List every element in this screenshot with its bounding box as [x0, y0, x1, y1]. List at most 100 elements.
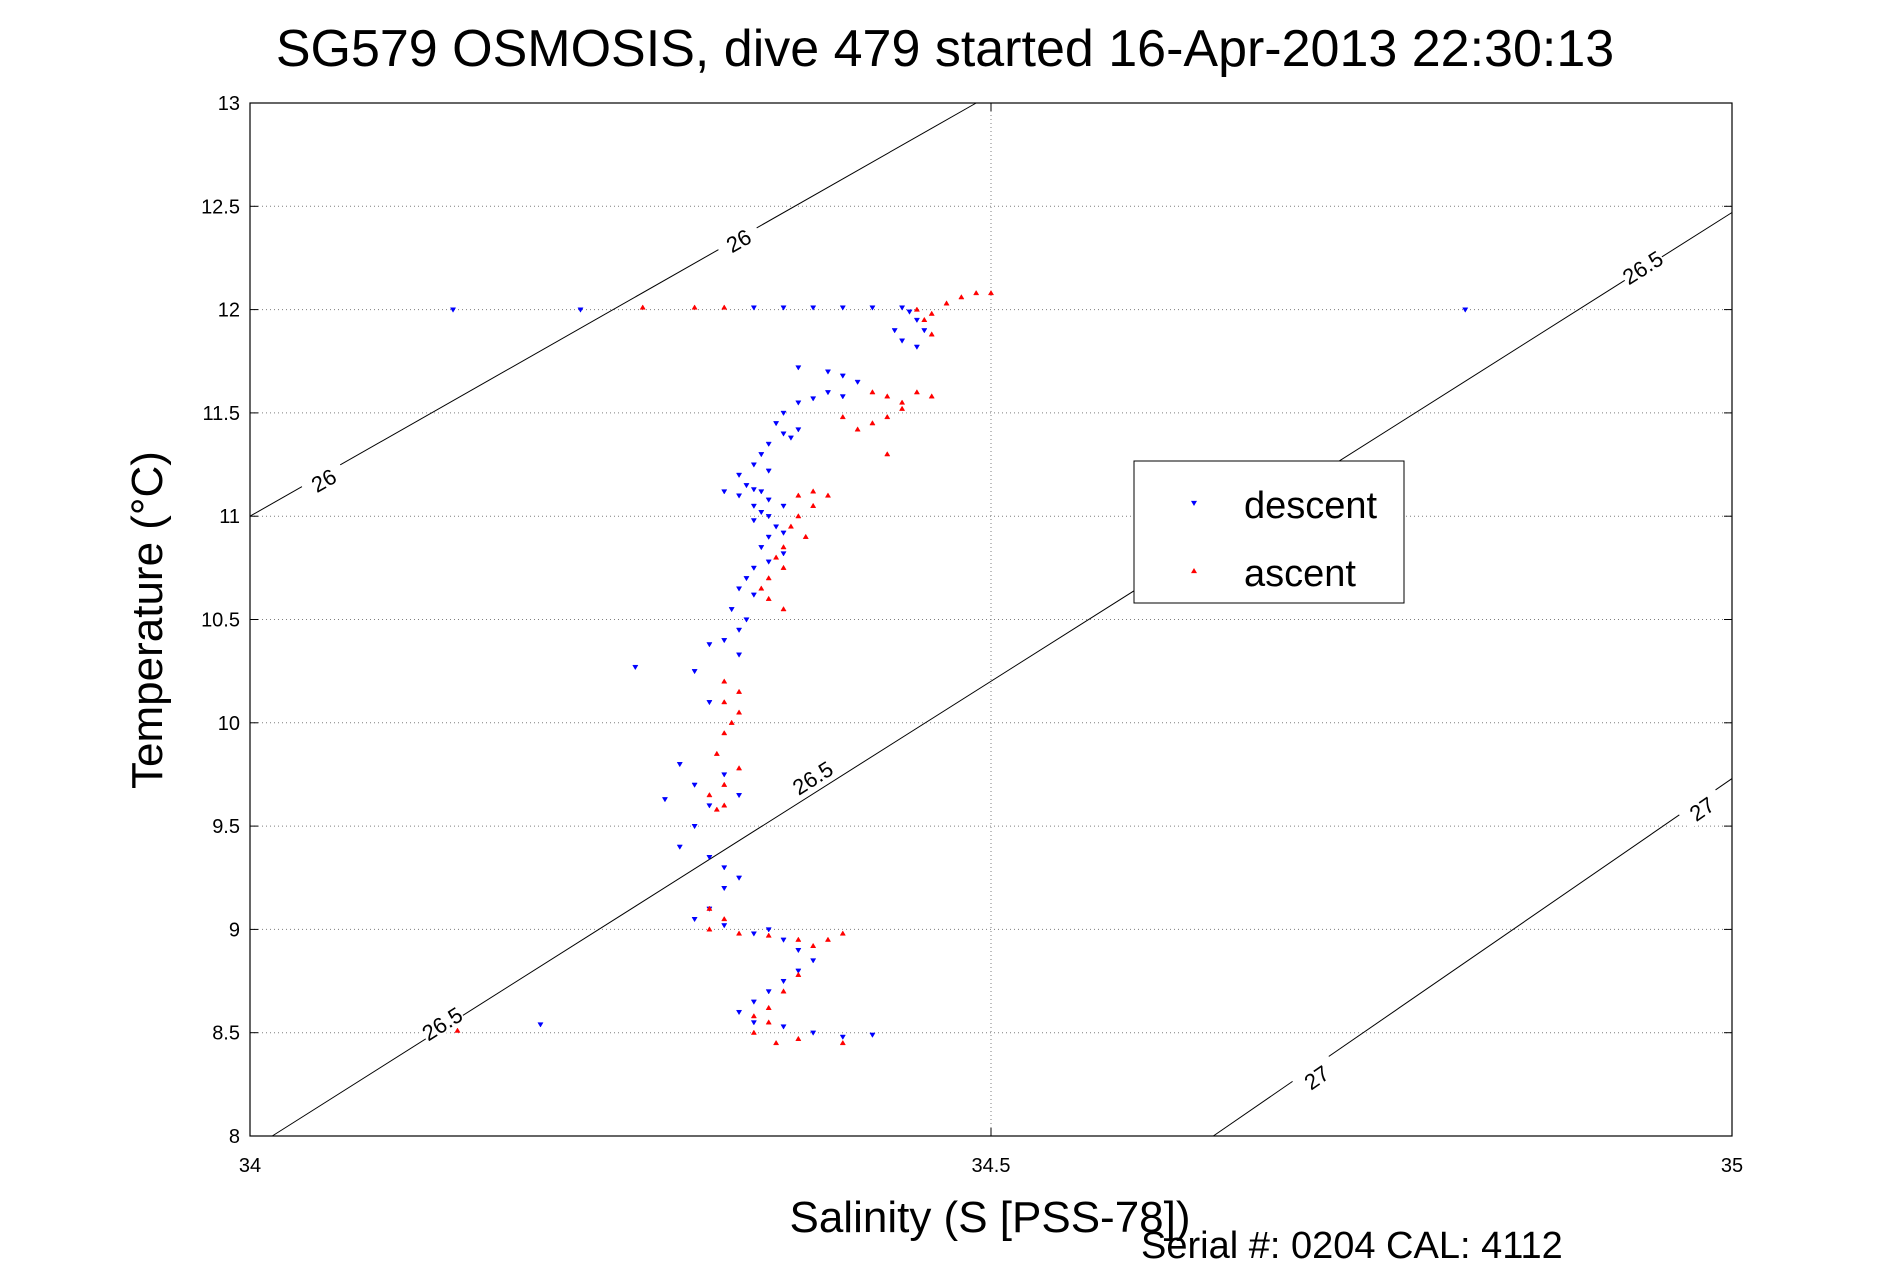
point-descent — [676, 844, 683, 850]
point-descent — [449, 307, 457, 313]
point-descent — [795, 365, 802, 371]
point-ascent — [706, 905, 713, 911]
point-ascent — [795, 971, 802, 977]
point-ascent — [884, 393, 891, 399]
point-ascent — [706, 792, 713, 798]
point-descent — [765, 514, 772, 520]
y-tick-label: 12 — [218, 300, 240, 322]
point-ascent — [987, 289, 995, 296]
point-descent — [773, 421, 780, 427]
point-descent — [736, 875, 743, 881]
point-descent — [691, 824, 698, 830]
point-ascent — [765, 575, 772, 581]
contour-label-bg — [1291, 1054, 1341, 1099]
point-ascent — [884, 451, 891, 457]
point-ascent — [765, 595, 772, 601]
point-descent — [736, 472, 743, 478]
y-tick-label: 10 — [218, 713, 240, 735]
point-ascent — [913, 389, 920, 395]
y-tick-label: 13 — [218, 93, 240, 115]
point-descent — [913, 344, 920, 350]
y-tick-label: 8 — [229, 1126, 240, 1148]
x-axis-label: Salinity (S [PSS-78]) — [789, 1193, 1190, 1242]
point-ascent — [824, 936, 832, 942]
point-descent — [750, 1020, 757, 1026]
point-descent — [906, 309, 913, 315]
point-descent — [736, 627, 743, 633]
point-ascent — [787, 523, 794, 529]
point-descent — [810, 396, 817, 402]
contour-label-group: 26 — [298, 458, 348, 500]
point-descent — [824, 390, 832, 396]
contour-line-26 — [249, 102, 977, 517]
point-ascent — [824, 492, 832, 498]
point-descent — [750, 518, 757, 524]
contour-label-bg — [298, 458, 348, 500]
point-descent — [743, 617, 750, 623]
point-descent — [721, 923, 728, 929]
point-descent — [743, 576, 750, 582]
point-ascent — [928, 393, 935, 399]
point-descent — [780, 503, 787, 509]
point-descent — [750, 503, 757, 509]
point-ascent — [869, 389, 876, 395]
point-ascent — [773, 1039, 780, 1046]
y-tick-label: 9.5 — [212, 816, 240, 838]
point-ascent — [795, 513, 802, 519]
point-descent — [839, 305, 846, 311]
point-descent — [661, 797, 668, 803]
point-ascent — [780, 988, 787, 994]
point-descent — [780, 431, 787, 437]
y-tick-label: 11.5 — [203, 403, 240, 425]
point-ascent — [728, 719, 735, 725]
point-descent — [750, 999, 757, 1005]
data-points — [449, 289, 1469, 1046]
point-descent — [706, 855, 713, 861]
contour-label-bg — [417, 1001, 467, 1044]
point-descent — [780, 937, 787, 943]
point-ascent — [795, 936, 802, 942]
point-ascent — [795, 1035, 802, 1041]
point-descent — [750, 487, 757, 493]
point-descent — [750, 592, 757, 598]
point-ascent — [810, 942, 817, 948]
x-ticks: 34 34.5 35 — [239, 103, 1743, 1177]
point-descent — [869, 1032, 876, 1038]
x-tick-label: 34.5 — [972, 1155, 1011, 1177]
point-descent — [1462, 307, 1469, 313]
point-descent — [921, 328, 928, 334]
contour-label: 26.5 — [1618, 246, 1668, 290]
chart-title: SG579 OSMOSIS, dive 479 started 16-Apr-2… — [276, 20, 1614, 78]
point-ascent — [706, 926, 713, 932]
point-ascent — [736, 930, 743, 936]
y-ticks: 8 8.5 9 9.5 10 10.5 11 11.5 12 12.5 13 — [201, 93, 1732, 1148]
point-ascent — [765, 1004, 772, 1010]
point-descent — [721, 772, 728, 778]
point-ascent — [713, 806, 720, 812]
contour-label-group: 27 — [1291, 1054, 1341, 1099]
point-descent — [676, 762, 683, 768]
point-ascent — [928, 331, 935, 337]
point-descent — [780, 551, 787, 557]
point-descent — [632, 664, 639, 671]
point-descent — [839, 373, 846, 379]
point-descent — [758, 545, 765, 551]
point-descent — [758, 509, 765, 516]
point-descent — [706, 700, 713, 706]
point-ascent — [913, 306, 920, 312]
point-descent — [758, 452, 765, 458]
contour-label-group: 27 — [1676, 786, 1726, 830]
point-ascent — [765, 932, 772, 938]
point-descent — [537, 1022, 544, 1028]
point-descent — [854, 379, 861, 386]
point-descent — [750, 305, 757, 311]
point-descent — [810, 305, 817, 311]
point-ascent — [839, 1039, 846, 1046]
point-ascent — [721, 730, 728, 736]
point-ascent — [802, 533, 809, 539]
point-ascent — [721, 802, 728, 808]
point-descent — [810, 1030, 817, 1036]
point-ascent — [810, 488, 817, 494]
point-ascent — [773, 554, 780, 560]
